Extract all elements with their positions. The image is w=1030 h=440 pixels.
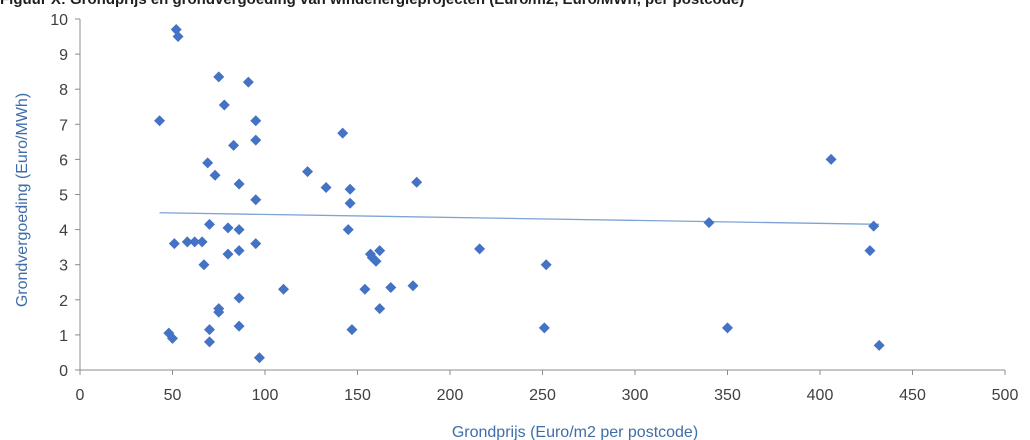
figure-caption: Figuur X: Grondprijs en grondvergoeding … xyxy=(0,0,1030,9)
data-point xyxy=(218,99,230,111)
data-point xyxy=(250,115,262,127)
y-tick-label: 1 xyxy=(59,328,68,345)
data-point xyxy=(703,217,715,229)
x-tick-label: 50 xyxy=(164,387,182,404)
y-tick-label: 3 xyxy=(59,258,68,275)
data-point xyxy=(346,324,358,336)
data-point xyxy=(204,324,215,336)
y-tick-label: 9 xyxy=(59,47,68,64)
data-point xyxy=(222,248,234,260)
data-point xyxy=(228,139,240,151)
data-point xyxy=(181,236,193,248)
y-tick-label: 8 xyxy=(59,82,68,99)
data-point xyxy=(868,220,880,232)
data-point xyxy=(411,176,423,188)
data-point xyxy=(385,282,397,294)
data-point xyxy=(474,243,486,255)
x-tick-label: 400 xyxy=(807,387,834,404)
trendline xyxy=(159,212,880,225)
x-tick-label: 250 xyxy=(529,387,556,404)
data-point xyxy=(873,339,885,351)
x-tick-label: 100 xyxy=(252,387,279,404)
data-point xyxy=(374,303,386,315)
data-point xyxy=(320,181,332,193)
y-tick-label: 10 xyxy=(50,12,68,29)
trendline-group xyxy=(159,212,880,225)
x-tick-label: 0 xyxy=(76,387,85,404)
x-axis-ticks: 0 50 100 150 200 250 300 350 400 450 500 xyxy=(76,370,1019,404)
y-axis-ticks: 0 1 2 3 4 5 6 7 8 9 10 xyxy=(50,12,80,380)
data-point xyxy=(154,115,166,127)
y-tick-label: 7 xyxy=(59,117,68,134)
data-point xyxy=(213,71,225,83)
x-tick-label: 450 xyxy=(899,387,926,404)
data-point xyxy=(864,245,876,257)
data-point xyxy=(168,238,180,250)
x-tick-label: 300 xyxy=(622,387,649,404)
data-point xyxy=(250,238,262,250)
y-tick-label: 2 xyxy=(59,293,68,310)
data-point xyxy=(342,224,354,236)
data-point xyxy=(250,194,262,206)
data-point xyxy=(825,153,837,165)
data-point xyxy=(242,76,254,88)
y-tick-label: 4 xyxy=(59,223,68,240)
y-tick-label: 0 xyxy=(59,363,68,380)
x-tick-label: 500 xyxy=(992,387,1019,404)
data-point xyxy=(722,322,733,334)
data-point xyxy=(213,306,225,318)
data-point xyxy=(344,183,356,195)
data-point xyxy=(233,178,245,190)
data-point xyxy=(233,245,245,257)
data-point xyxy=(540,259,552,271)
data-point xyxy=(344,197,356,209)
data-point xyxy=(253,352,265,364)
data-point xyxy=(167,332,178,344)
data-point xyxy=(209,169,221,181)
data-point xyxy=(359,283,371,295)
x-axis-title: Grondprijs (Euro/m2 per postcode) xyxy=(452,424,698,440)
data-point xyxy=(172,31,184,43)
data-point xyxy=(233,224,245,236)
data-point xyxy=(233,292,245,304)
data-point xyxy=(198,259,210,271)
x-tick-label: 150 xyxy=(344,387,371,404)
data-point xyxy=(302,166,314,178)
data-point xyxy=(204,218,215,230)
data-point xyxy=(189,236,201,248)
data-point xyxy=(250,134,262,146)
data-point xyxy=(233,320,245,332)
data-point xyxy=(278,283,289,295)
data-point xyxy=(204,336,215,348)
data-point xyxy=(222,222,234,234)
y-axis-title: Grondvergoeding (Euro/MWh) xyxy=(14,93,31,307)
data-point xyxy=(374,245,386,257)
data-point xyxy=(196,236,208,248)
data-points xyxy=(154,24,885,364)
x-tick-label: 350 xyxy=(714,387,741,404)
data-point xyxy=(538,322,550,334)
data-point xyxy=(202,157,214,169)
data-point xyxy=(337,127,349,139)
x-tick-label: 200 xyxy=(437,387,464,404)
y-tick-label: 5 xyxy=(59,188,68,205)
y-tick-label: 6 xyxy=(59,152,68,169)
data-point xyxy=(370,255,382,267)
data-point xyxy=(407,280,419,292)
